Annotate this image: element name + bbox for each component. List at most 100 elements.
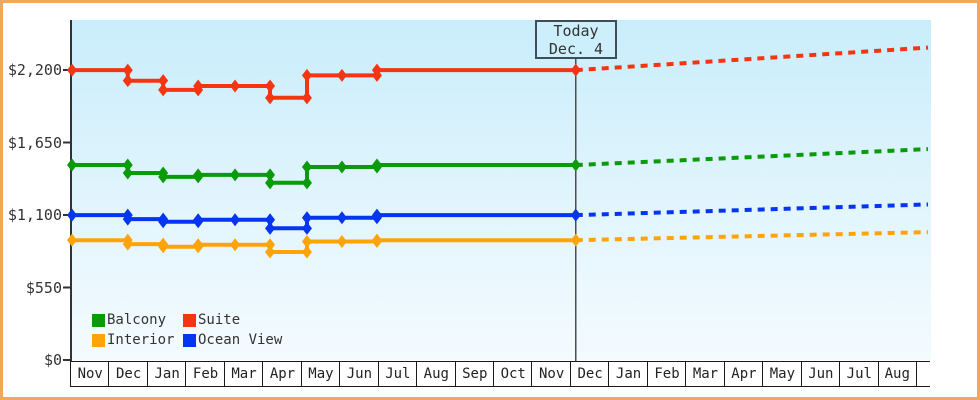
series-ocean-view-data-point [336,211,347,225]
y-axis-label: $550 [25,278,62,297]
month-cell-6-apr: Apr [262,361,302,387]
month-cell-17-mar: Mar [685,361,725,387]
month-cell-19-may: May [762,361,802,387]
series-interior-data-point [193,238,204,252]
y-axis-label: $2,200 [7,61,62,79]
series-interior-data-point [158,240,169,254]
month-cell-12-oct: Oct [493,361,533,387]
month-cell-21-jul: Jul [839,361,879,387]
month-cell-partial [916,361,930,387]
series-suite-data-point [371,63,382,77]
legend-label-ocean-view: Ocean View [198,332,283,348]
series-ocean-view-data-point [67,208,77,222]
month-cell-4-feb: Feb [185,361,225,387]
legend-swatch-suite [183,313,196,327]
legend-item-suite: Suite [183,312,282,328]
series-balcony-data-point [371,158,382,172]
month-cell-16-feb: Feb [646,361,687,387]
today-box-line1: Today [553,21,599,40]
series-interior-data-point [67,233,77,247]
month-cell-18-apr: Apr [723,361,764,387]
month-cell-7-may: May [300,361,341,387]
series-ocean-view-data-point [371,208,382,222]
series-suite-data-point [301,91,312,105]
series-suite-data-point [301,68,312,82]
series-balcony-data-point [122,158,133,172]
series-balcony-data-point [158,170,169,184]
series-balcony-line [72,163,576,185]
y-axis-label: $1,100 [7,206,62,224]
series-ocean-view-data-point [230,213,241,227]
series-balcony-data-point [336,160,347,174]
month-cell-14-dec: Dec [569,361,610,387]
month-cell-13-nov: Nov [531,361,571,387]
series-balcony-data-point [570,158,581,172]
series-suite-data-point [122,63,133,77]
series-interior-data-point [570,233,581,247]
month-cell-11-sep: Sep [454,361,494,387]
month-cell-9-jul: Jul [377,361,418,387]
series-ocean-view-data-point [570,208,581,222]
today-box: Today Dec. 4 [535,20,617,59]
legend-item-ocean-view: Ocean View [183,332,283,348]
series-interior-data-point [371,233,382,247]
month-cell-20-jun: Jun [800,361,841,387]
series-balcony-data-point [265,168,276,182]
month-cell-22-aug: Aug [877,361,917,387]
series-suite-data-point [193,79,204,93]
series-balcony-data-point [122,166,133,180]
legend-label-balcony: Balcony [107,312,167,328]
legend-label-interior: Interior [107,332,175,348]
chart-legend: Balcony Suite Interior Ocean View [92,312,283,348]
legend-item-balcony: Balcony [92,312,183,328]
series-suite-forecast-line [575,45,929,73]
series-interior-line [72,238,576,254]
series-interior-data-point [301,245,312,259]
series-balcony-data-point [301,160,312,174]
series-interior-data-point [230,238,241,252]
y-axis-label: $1,650 [7,133,62,152]
series-suite-data-point [336,68,347,82]
month-cell-5-mar: Mar [223,361,264,387]
series-interior-data-point [265,238,276,252]
series-suite-line [72,68,576,100]
series-interior-data-point [265,245,276,259]
month-cell-2-dec: Dec [108,361,148,387]
legend-label-suite: Suite [198,312,241,328]
series-ocean-view-line [72,213,576,231]
series-suite-data-point [67,63,77,77]
series-ocean-view-data-point [158,215,169,229]
series-ocean-view-data-point [122,212,133,226]
month-cell-10-aug: Aug [416,361,456,387]
series-interior-data-point [122,237,133,251]
series-balcony-data-point [230,168,241,182]
series-interior-data-point [336,234,347,248]
series-suite-data-point [158,74,169,88]
month-cell-1-nov: Nov [70,361,110,387]
legend-swatch-ocean-view [183,333,196,347]
series-ocean-view-data-point [265,221,276,235]
series-suite-data-point [230,79,241,93]
plot-area [72,20,931,360]
series-ocean-view-data-point [301,221,312,235]
series-ocean-view-data-point [193,213,204,227]
series-interior-data-point [301,234,312,248]
series-suite-data-point [570,63,581,77]
series-balcony-forecast-line [575,147,929,168]
y-axis-label: $0 [43,351,62,369]
legend-swatch-balcony [92,313,105,327]
today-box-line2: Dec. 4 [548,39,604,58]
series-balcony-data-point [301,176,312,190]
legend-item-interior: Interior [92,332,183,348]
series-balcony-data-point [193,168,204,182]
series-balcony-data-point [67,158,77,172]
series-ocean-view-data-point [265,213,276,227]
month-cell-8-jun: Jun [339,361,379,387]
legend-swatch-interior [92,333,105,347]
month-cell-15-jan: Jan [608,361,648,387]
series-ocean-view-data-point [301,211,312,225]
series-balcony-data-point [265,176,276,190]
series-suite-data-point [265,91,276,105]
series-suite-data-point [158,83,169,97]
